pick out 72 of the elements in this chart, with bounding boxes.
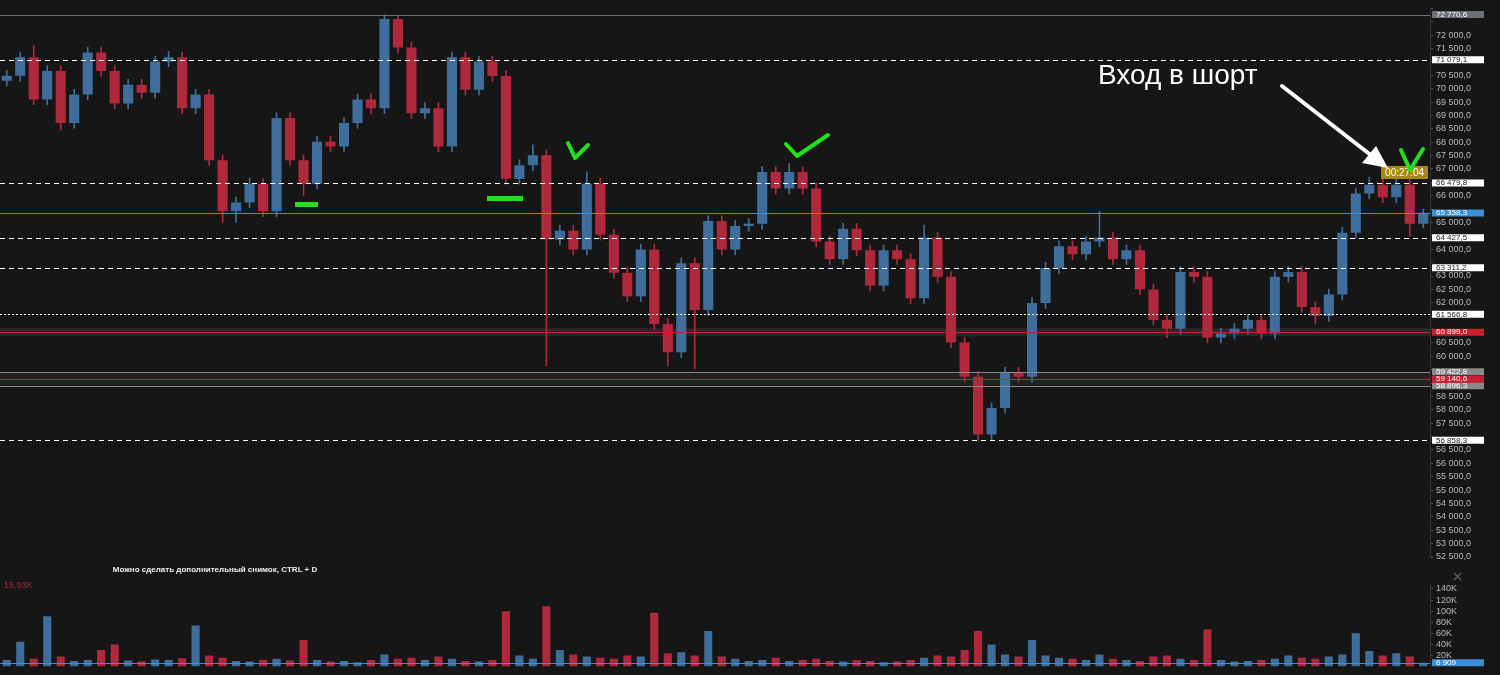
y-tick-label: 70 500,0 [1436,69,1472,80]
y-tick-label: 71 500,0 [1436,43,1472,54]
y-tick-label: 58 000,0 [1436,404,1472,415]
bar [191,625,200,667]
text: Можно сделать дополнительный снимок, CTRL + D [112,565,318,575]
y-tick-label: 54 500,0 [1436,497,1472,508]
bar [43,616,52,667]
y-tick-label: 54 000,0 [1436,511,1472,522]
bar [1041,655,1050,667]
ref-line-label: 56 858,3 [1436,435,1468,445]
bar [1095,654,1104,667]
annotation: 00:27:04 [1385,166,1425,178]
y-tick-label: 56 000,0 [1436,457,1472,468]
y-tick-label: 57 500,0 [1436,417,1472,428]
ref-line-label: 58 896,3 [1436,381,1468,391]
y-tick-label: 69 500,0 [1436,96,1472,107]
bar [1027,639,1037,667]
bar [1351,633,1360,667]
ref-line-label: 72 770,6 [1436,9,1468,19]
y-tick-label: 62 500,0 [1436,283,1472,294]
ref-line-label: 6 909 [1436,657,1457,667]
ref-line-label: 71 079,1 [1436,55,1468,65]
y-tick-label: 56 500,0 [1436,444,1472,455]
ref-line-label: 65 358,3 [1436,208,1468,218]
ref-line-label: 59 422,8 [1436,366,1468,376]
y-tick-label: 55 000,0 [1436,484,1472,495]
y-tick-label: 63 000,0 [1436,270,1472,281]
candlestick [743,218,754,232]
y-tick-label: 80K [1436,616,1453,627]
bar [501,611,510,667]
y-tick-label: 53 000,0 [1436,538,1472,549]
y-tick-label: 68 500,0 [1436,123,1472,134]
annotation: Вход в шорт [1098,58,1258,90]
y-tick-label: 66 000,0 [1436,190,1472,201]
y-tick-label: 70 000,0 [1436,83,1472,94]
y-tick-label: 60 500,0 [1436,337,1472,348]
ref-line-label: 64 427,5 [1436,233,1468,243]
y-tick-label: 67 000,0 [1436,163,1472,174]
bar [650,612,659,667]
y-tick-label: 53 500,0 [1436,524,1472,535]
y-tick-label: 140K [1436,583,1458,594]
bar [987,644,996,667]
ref-line-label: 61 566,8 [1436,309,1468,319]
y-tick-label: 55 500,0 [1436,471,1472,482]
y-tick-label: 100K [1436,605,1458,616]
y-tick-label: 64 000,0 [1436,243,1472,254]
y-tick-label: 60K [1436,627,1453,638]
bar [974,631,983,667]
bar [16,641,25,667]
y-tick-label: 69 000,0 [1436,109,1472,120]
y-tick-label: 58 500,0 [1436,390,1472,401]
y-tick-label: 52 500,0 [1436,551,1472,562]
ref-line-label: 59 140,6 [1436,374,1468,384]
y-tick-label: 60 000,0 [1436,350,1472,361]
y-tick-label: 20K [1436,649,1453,660]
y-tick-label: 67 500,0 [1436,150,1472,161]
bar [1203,629,1212,667]
bar [110,644,119,667]
bar [299,639,308,667]
bar [704,631,713,667]
y-tick-label: 65 000,0 [1436,216,1472,227]
y-tick-label: 62 000,0 [1436,297,1472,308]
annotation: 16,93K [4,580,33,591]
ref-line-label: 63 311,2 [1436,262,1468,272]
y-tick-label: 40K [1436,638,1453,649]
bar [380,654,389,667]
y-tick-label: 72 000,0 [1436,29,1472,40]
y-tick-label: 68 000,0 [1436,136,1472,147]
bar [542,606,551,667]
ref-line-label: 60 899,0 [1436,327,1468,337]
y-tick-label: 120K [1436,594,1458,605]
ref-line-label: 66 479,8 [1436,178,1468,188]
